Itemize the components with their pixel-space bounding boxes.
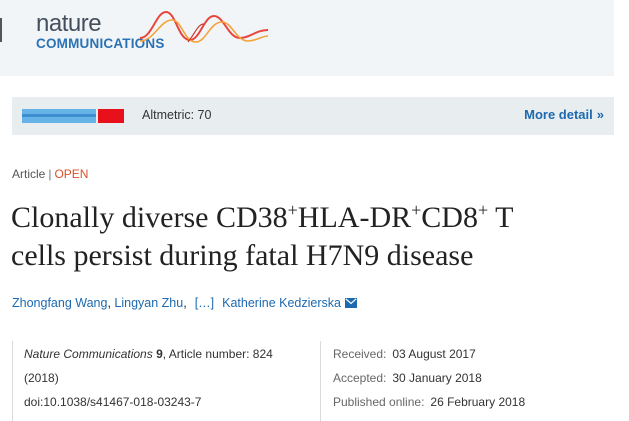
title-segment-4: T bbox=[488, 201, 514, 234]
header-edge-marker bbox=[0, 18, 2, 42]
accepted-value: 30 January 2018 bbox=[392, 371, 482, 385]
logo-communications-text[interactable]: COMMUNICATIONS bbox=[36, 36, 165, 51]
author-separator: , bbox=[183, 296, 187, 310]
article-title: Clonally diverse CD38+HLA-DR+CD8+ T cell… bbox=[11, 199, 611, 275]
altmetric-score: Altmetric: 70 bbox=[142, 108, 212, 122]
altmetric-swatch-blue bbox=[22, 109, 96, 123]
article-type-separator: | bbox=[48, 167, 52, 181]
citation-block: Nature Communications 9, Article number:… bbox=[12, 341, 313, 421]
published-date: Published online: 26 February 2018 bbox=[333, 395, 525, 409]
more-detail-label: More detail bbox=[524, 107, 593, 122]
altmetric-donut-icon[interactable] bbox=[22, 109, 124, 123]
article-number: , Article number: 824 bbox=[162, 347, 273, 361]
accepted-label: Accepted: bbox=[333, 371, 387, 385]
site-header: nature COMMUNICATIONS bbox=[0, 0, 614, 76]
received-date: Received: 03 August 2017 bbox=[333, 347, 476, 361]
envelope-icon[interactable] bbox=[344, 298, 357, 308]
title-superscript-1: + bbox=[287, 200, 298, 220]
journal-name: Nature Communications bbox=[24, 347, 153, 361]
accepted-date: Accepted: 30 January 2018 bbox=[333, 371, 482, 385]
received-label: Received: bbox=[333, 347, 387, 361]
author-link[interactable]: Lingyan Zhu bbox=[114, 296, 184, 310]
author-separator: , bbox=[107, 296, 115, 310]
logo-nature-text[interactable]: nature bbox=[36, 10, 102, 37]
dates-block: Received: 03 August 2017 Accepted: 30 Janu… bbox=[320, 341, 621, 421]
volume-number: 9 bbox=[156, 347, 163, 361]
published-value: 26 February 2018 bbox=[430, 395, 526, 409]
title-segment-1: Clonally diverse CD38 bbox=[11, 201, 288, 234]
article-title-line-2: cells persist during fatal H7N9 disease bbox=[11, 239, 474, 272]
more-detail-link[interactable]: More detail» bbox=[524, 107, 604, 122]
citation-year: (2018) bbox=[24, 371, 59, 385]
title-superscript-3: + bbox=[477, 200, 489, 220]
title-superscript-2: + bbox=[411, 200, 422, 220]
logo-wave-icon bbox=[139, 10, 269, 43]
received-value: 03 August 2017 bbox=[392, 347, 476, 361]
author-link[interactable]: Zhongfang Wang bbox=[12, 296, 108, 310]
title-segment-3: CD8 bbox=[421, 201, 478, 234]
citation-line: Nature Communications 9, Article number:… bbox=[24, 347, 273, 361]
article-type-line: Article | OPEN bbox=[12, 167, 88, 181]
article-type: Article bbox=[12, 167, 46, 181]
show-all-authors-button[interactable]: […] bbox=[194, 296, 215, 310]
citation-doi[interactable]: doi:10.1038/s41467-018-03243-7 bbox=[24, 395, 202, 409]
published-label: Published online: bbox=[333, 395, 425, 409]
double-chevron-right-icon: » bbox=[596, 107, 604, 122]
open-access-badge: OPEN bbox=[54, 167, 89, 181]
altmetric-bar: Altmetric: 70 More detail» bbox=[12, 97, 614, 135]
author-list: Zhongfang Wang, Lingyan Zhu, […] Katherine… bbox=[12, 296, 357, 310]
author-link[interactable]: Katherine Kedzierska bbox=[222, 296, 341, 310]
article-title-line-1: Clonally diverse CD38+HLA-DR+CD8+ T bbox=[11, 199, 611, 237]
altmetric-swatch-red bbox=[98, 109, 124, 123]
title-segment-2: HLA-DR bbox=[297, 201, 412, 234]
